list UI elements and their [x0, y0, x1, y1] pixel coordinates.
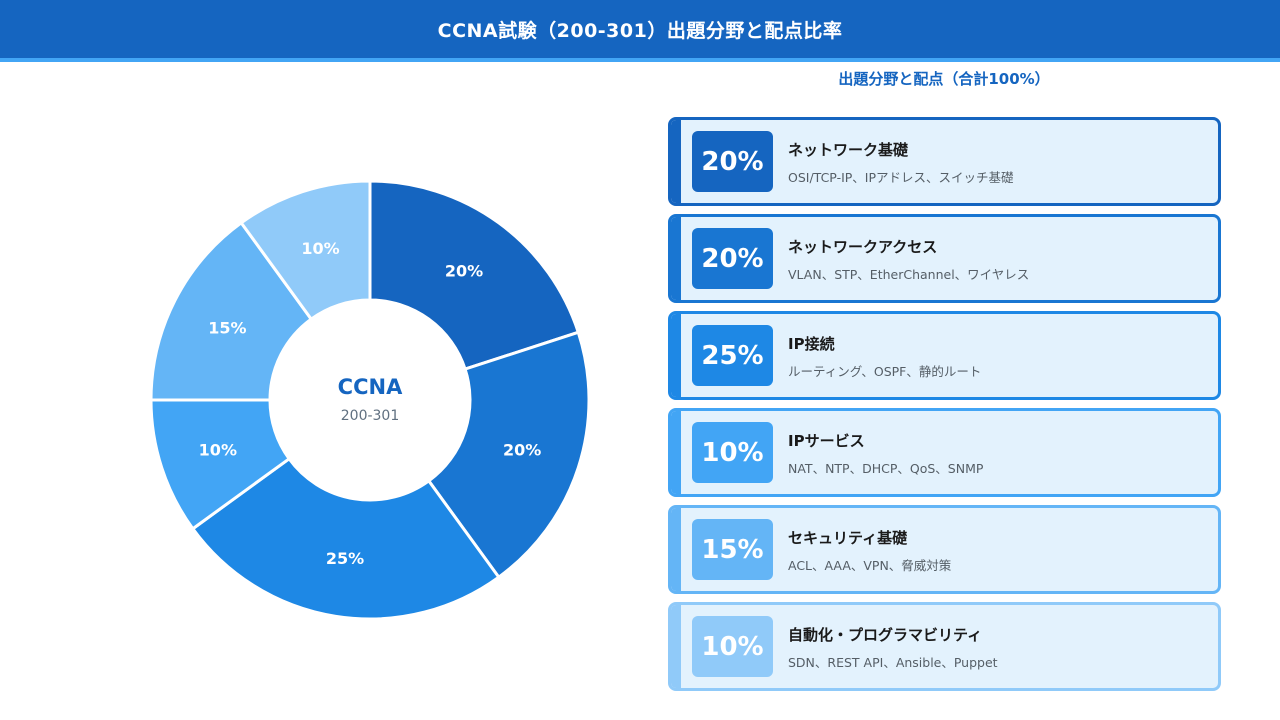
domain-card: 10% IPサービス NAT、NTP、DHCP、QoS、SNMP	[668, 408, 1221, 497]
card-stripe	[671, 605, 681, 688]
percent-badge: 15%	[692, 519, 773, 580]
domain-name: IP接続	[788, 335, 835, 353]
card-stripe	[671, 411, 681, 494]
domain-name: 自動化・プログラマビリティ	[788, 626, 983, 644]
domain-card: 20% ネットワークアクセス VLAN、STP、EtherChannel、ワイヤ…	[668, 214, 1221, 303]
domain-desc: ACL、AAA、VPN、脅威対策	[788, 558, 952, 573]
domain-desc: NAT、NTP、DHCP、QoS、SNMP	[788, 461, 984, 476]
percent-badge: 20%	[692, 228, 773, 289]
domain-desc: ルーティング、OSPF、静的ルート	[788, 364, 982, 379]
percent-badge: 10%	[692, 616, 773, 677]
donut-chart-svg: 20% 20% 25% 10% 15% 10% CCNA 200-301	[149, 179, 591, 621]
slice-label: 10%	[199, 440, 237, 459]
domain-card: 20% ネットワーク基礎 OSI/TCP-IP、IPアドレス、スイッチ基礎	[668, 117, 1221, 206]
domain-name: ネットワーク基礎	[788, 141, 909, 159]
slice-label: 25%	[326, 549, 364, 568]
percent-badge: 20%	[692, 131, 773, 192]
domain-name: ネットワークアクセス	[788, 238, 938, 256]
percent-badge: 25%	[692, 325, 773, 386]
slice-label: 15%	[208, 318, 246, 337]
legend-title: 出題分野と配点（合計100%）	[838, 70, 1050, 88]
card-stripe	[671, 508, 681, 591]
header-bar: CCNA試験（200-301）出題分野と配点比率	[0, 0, 1280, 62]
domain-card: 25% IP接続 ルーティング、OSPF、静的ルート	[668, 311, 1221, 400]
card-stripe	[671, 120, 681, 203]
domain-name: IPサービス	[788, 432, 865, 450]
percent-badge: 10%	[692, 422, 773, 483]
domain-desc: OSI/TCP-IP、IPアドレス、スイッチ基礎	[788, 170, 1014, 185]
card-stripe	[671, 217, 681, 300]
domain-card: 15% セキュリティ基礎 ACL、AAA、VPN、脅威対策	[668, 505, 1221, 594]
slice-label: 10%	[301, 239, 339, 258]
domain-desc: VLAN、STP、EtherChannel、ワイヤレス	[788, 267, 1030, 282]
domain-card: 10% 自動化・プログラマビリティ SDN、REST API、Ansible、P…	[668, 602, 1221, 691]
center-title: CCNA	[338, 375, 403, 399]
card-stripe	[671, 314, 681, 397]
domain-desc: SDN、REST API、Ansible、Puppet	[788, 655, 998, 670]
donut-chart: 20% 20% 25% 10% 15% 10% CCNA 200-301	[130, 160, 610, 640]
page-title: CCNA試験（200-301）出題分野と配点比率	[437, 19, 843, 42]
donut-hole	[270, 300, 470, 500]
center-subtitle: 200-301	[341, 408, 400, 424]
slice-label: 20%	[445, 262, 483, 281]
slice-label: 20%	[503, 440, 541, 459]
domain-name: セキュリティ基礎	[788, 529, 908, 547]
